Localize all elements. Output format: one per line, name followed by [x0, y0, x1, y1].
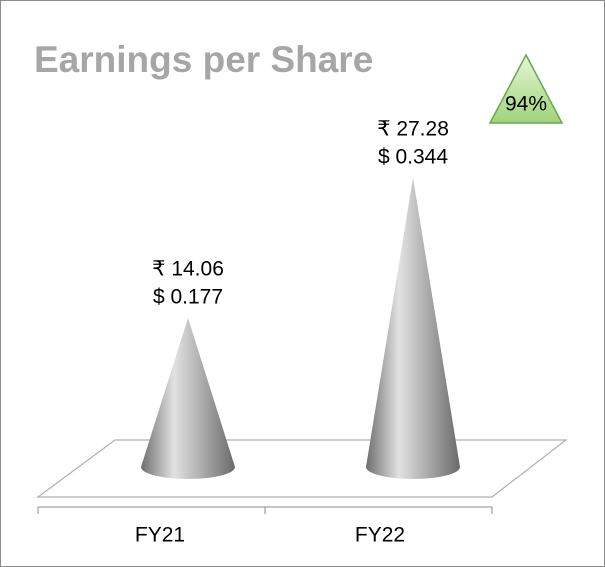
x-tick-label: FY22: [355, 524, 405, 547]
x-tick-label: FY21: [135, 524, 185, 547]
data-label: $ 0.344: [378, 145, 448, 168]
chart-title: Earnings per Share: [34, 39, 373, 80]
floor: [36, 439, 568, 498]
annotation: 94%: [505, 93, 547, 116]
cone: [141, 317, 235, 479]
data-label: ₹ 27.28: [377, 117, 449, 140]
data-label: $ 0.177: [153, 286, 223, 309]
badge: [488, 53, 564, 124]
cone: [366, 177, 460, 479]
data-label: ₹ 14.06: [152, 258, 224, 281]
